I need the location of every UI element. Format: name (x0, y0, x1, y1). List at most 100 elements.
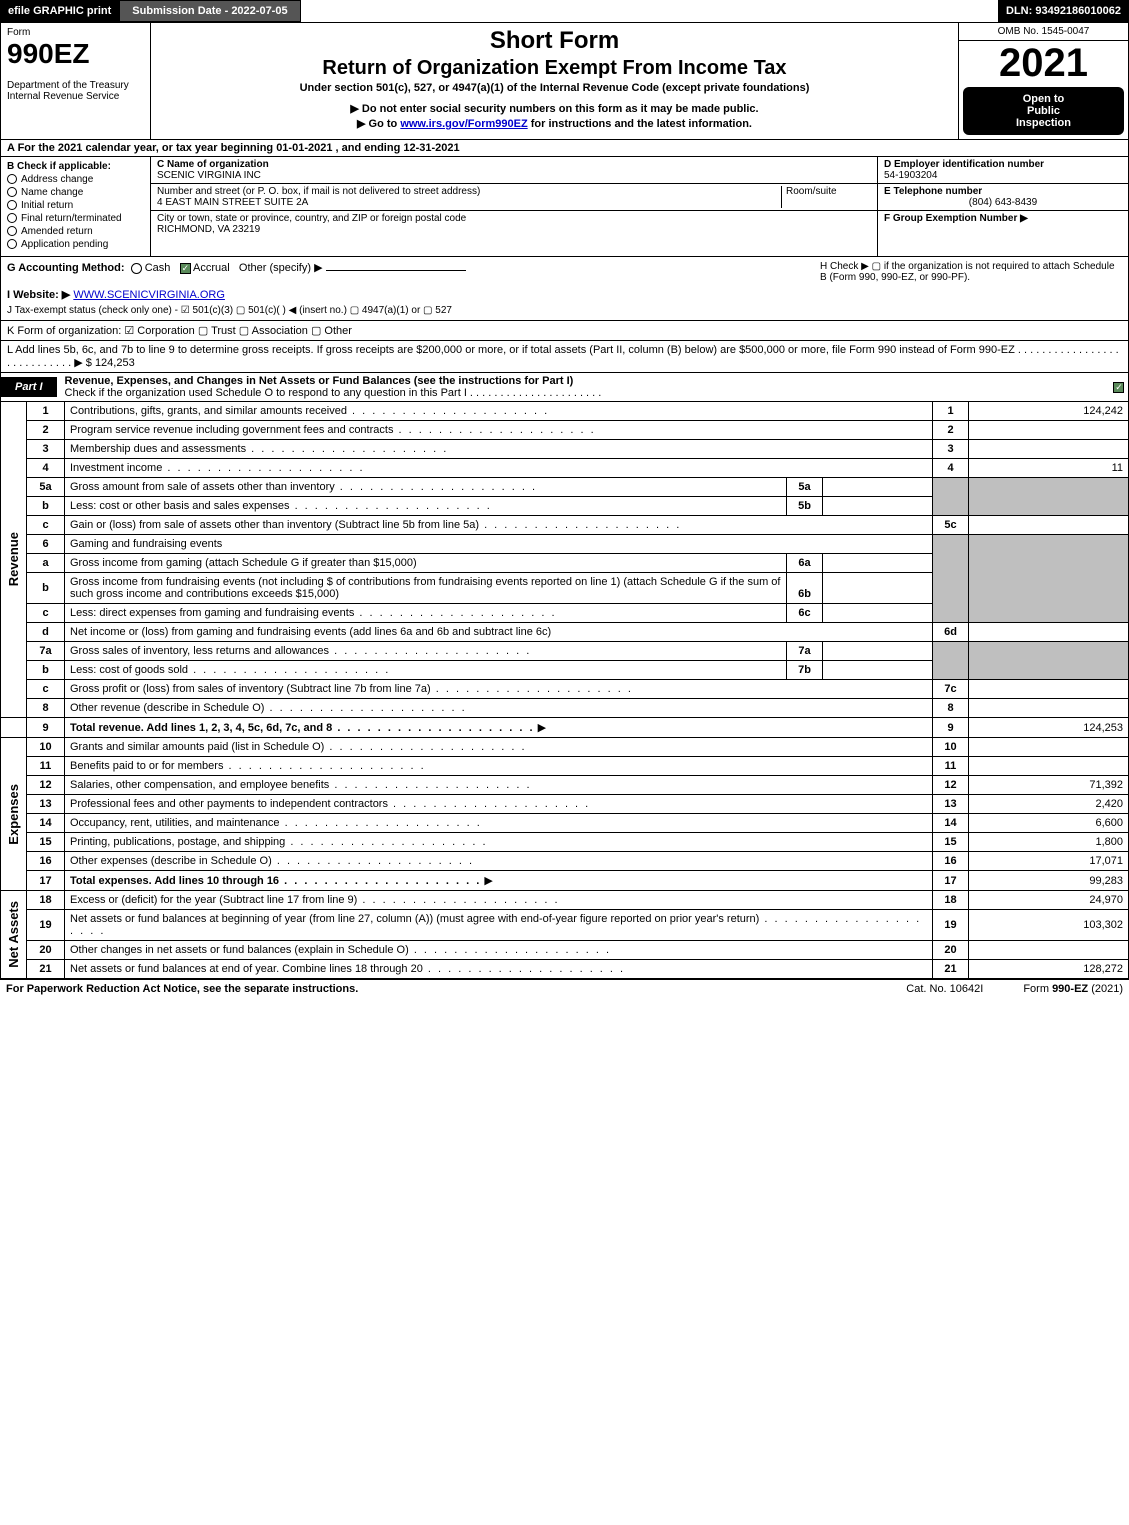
subbox-label: 6b (787, 573, 823, 604)
desc: Net income or (loss) from gaming and fun… (70, 626, 551, 638)
linenum: 15 (933, 833, 969, 852)
rownum: b (27, 573, 65, 604)
group-exemption-row: F Group Exemption Number ▶ (878, 211, 1128, 226)
part-1-tab: Part I (1, 377, 57, 397)
rownum: 16 (27, 852, 65, 871)
desc: Less: direct expenses from gaming and fu… (70, 607, 557, 619)
amount: 11 (969, 459, 1129, 478)
desc: Investment income (70, 462, 365, 474)
desc: Net assets or fund balances at beginning… (70, 913, 921, 937)
amount (969, 680, 1129, 699)
line-2: 2 Program service revenue including gove… (1, 421, 1129, 440)
line-7a: 7a Gross sales of inventory, less return… (1, 642, 1129, 661)
subbox-val (823, 573, 933, 604)
amount: 124,242 (969, 402, 1129, 421)
desc: Net assets or fund balances at end of ye… (70, 963, 625, 975)
footer-right: Form 990-EZ (2021) (1023, 983, 1123, 995)
desc: Other changes in net assets or fund bala… (70, 944, 611, 956)
rownum: c (27, 516, 65, 535)
line-6: 6 Gaming and fundraising events (1, 535, 1129, 554)
efile-print[interactable]: efile GRAPHIC print (0, 0, 119, 22)
rownum: 7a (27, 642, 65, 661)
amount (969, 440, 1129, 459)
linenum: 20 (933, 941, 969, 960)
amount: 6,600 (969, 814, 1129, 833)
chk-address-change[interactable]: Address change (7, 174, 144, 185)
shaded-cell (969, 478, 1129, 516)
goto-post: for instructions and the latest informat… (528, 118, 752, 130)
line-7c: c Gross profit or (loss) from sales of i… (1, 680, 1129, 699)
subbox-label: 7b (787, 661, 823, 680)
street-row: Number and street (or P. O. box, if mail… (151, 184, 877, 211)
other-label: Other (specify) ▶ (239, 262, 323, 274)
irs-link[interactable]: www.irs.gov/Form990EZ (400, 118, 527, 130)
chk-label: Address change (21, 174, 93, 185)
rownum: c (27, 680, 65, 699)
line-l: L Add lines 5b, 6c, and 7b to line 9 to … (0, 341, 1129, 373)
g-h-block: H Check ▶ ▢ if the organization is not r… (0, 257, 1129, 321)
short-form-title: Short Form (159, 27, 950, 55)
cash-checkbox[interactable] (131, 263, 142, 274)
desc: Salaries, other compensation, and employ… (70, 779, 532, 791)
subbox-label: 6c (787, 604, 823, 623)
info-grid: B Check if applicable: Address change Na… (0, 157, 1129, 257)
subbox-label: 5a (787, 478, 823, 497)
linenum: 16 (933, 852, 969, 871)
desc: Membership dues and assessments (70, 443, 448, 455)
accrual-checkbox[interactable] (180, 263, 191, 274)
b-title: B Check if applicable: (7, 161, 144, 172)
i-label: I Website: ▶ (7, 289, 70, 301)
chk-amended-return[interactable]: Amended return (7, 226, 144, 237)
chk-initial-return[interactable]: Initial return (7, 200, 144, 211)
line-5c: c Gain or (loss) from sale of assets oth… (1, 516, 1129, 535)
shaded-cell (933, 478, 969, 516)
amount (969, 421, 1129, 440)
desc: Total revenue. Add lines 1, 2, 3, 4, 5c,… (70, 722, 535, 734)
desc: Grants and similar amounts paid (list in… (70, 741, 527, 753)
line-16: 16 Other expenses (describe in Schedule … (1, 852, 1129, 871)
desc: Excess or (deficit) for the year (Subtra… (70, 894, 560, 906)
rownum: 3 (27, 440, 65, 459)
group-exemption-label: F Group Exemption Number ▶ (884, 213, 1028, 224)
subbox-val (823, 604, 933, 623)
subbox-label: 7a (787, 642, 823, 661)
dept-line-1: Department of the Treasury (7, 80, 144, 91)
line-10: Expenses 10 Grants and similar amounts p… (1, 738, 1129, 757)
rownum: 6 (27, 535, 65, 554)
form-number: 990EZ (7, 38, 144, 70)
chk-name-change[interactable]: Name change (7, 187, 144, 198)
website-link[interactable]: WWW.SCENICVIRGINIA.ORG (73, 289, 225, 301)
rownum: 13 (27, 795, 65, 814)
linenum: 10 (933, 738, 969, 757)
chk-final-return[interactable]: Final return/terminated (7, 213, 144, 224)
desc: Professional fees and other payments to … (70, 798, 590, 810)
amount (969, 941, 1129, 960)
part-1-header: Part I Revenue, Expenses, and Changes in… (0, 373, 1129, 402)
linenum: 1 (933, 402, 969, 421)
dln: DLN: 93492186010062 (998, 0, 1129, 22)
line-6d: d Net income or (loss) from gaming and f… (1, 623, 1129, 642)
form-header: Form 990EZ Department of the Treasury In… (0, 23, 1129, 140)
l-text: L Add lines 5b, 6c, and 7b to line 9 to … (7, 344, 1119, 369)
amount: 17,071 (969, 852, 1129, 871)
rownum: 15 (27, 833, 65, 852)
linenum: 13 (933, 795, 969, 814)
amount: 1,800 (969, 833, 1129, 852)
amount: 71,392 (969, 776, 1129, 795)
open-line-2: Public (967, 105, 1120, 117)
footer-form-year: (2021) (1088, 983, 1123, 995)
rownum: b (27, 661, 65, 680)
linenum: 21 (933, 960, 969, 979)
section-b: B Check if applicable: Address change Na… (1, 157, 151, 256)
part-1-schedule-o-check[interactable] (1108, 381, 1128, 393)
rownum: b (27, 497, 65, 516)
amount (969, 516, 1129, 535)
amount: 99,283 (969, 871, 1129, 891)
topbar: efile GRAPHIC print Submission Date - 20… (0, 0, 1129, 23)
chk-application-pending[interactable]: Application pending (7, 239, 144, 250)
tel-value: (804) 643-8439 (884, 197, 1122, 208)
line-1: Revenue 1 Contributions, gifts, grants, … (1, 402, 1129, 421)
footer-left: For Paperwork Reduction Act Notice, see … (6, 983, 358, 995)
desc: Occupancy, rent, utilities, and maintena… (70, 817, 482, 829)
header-left: Form 990EZ Department of the Treasury In… (1, 23, 151, 139)
